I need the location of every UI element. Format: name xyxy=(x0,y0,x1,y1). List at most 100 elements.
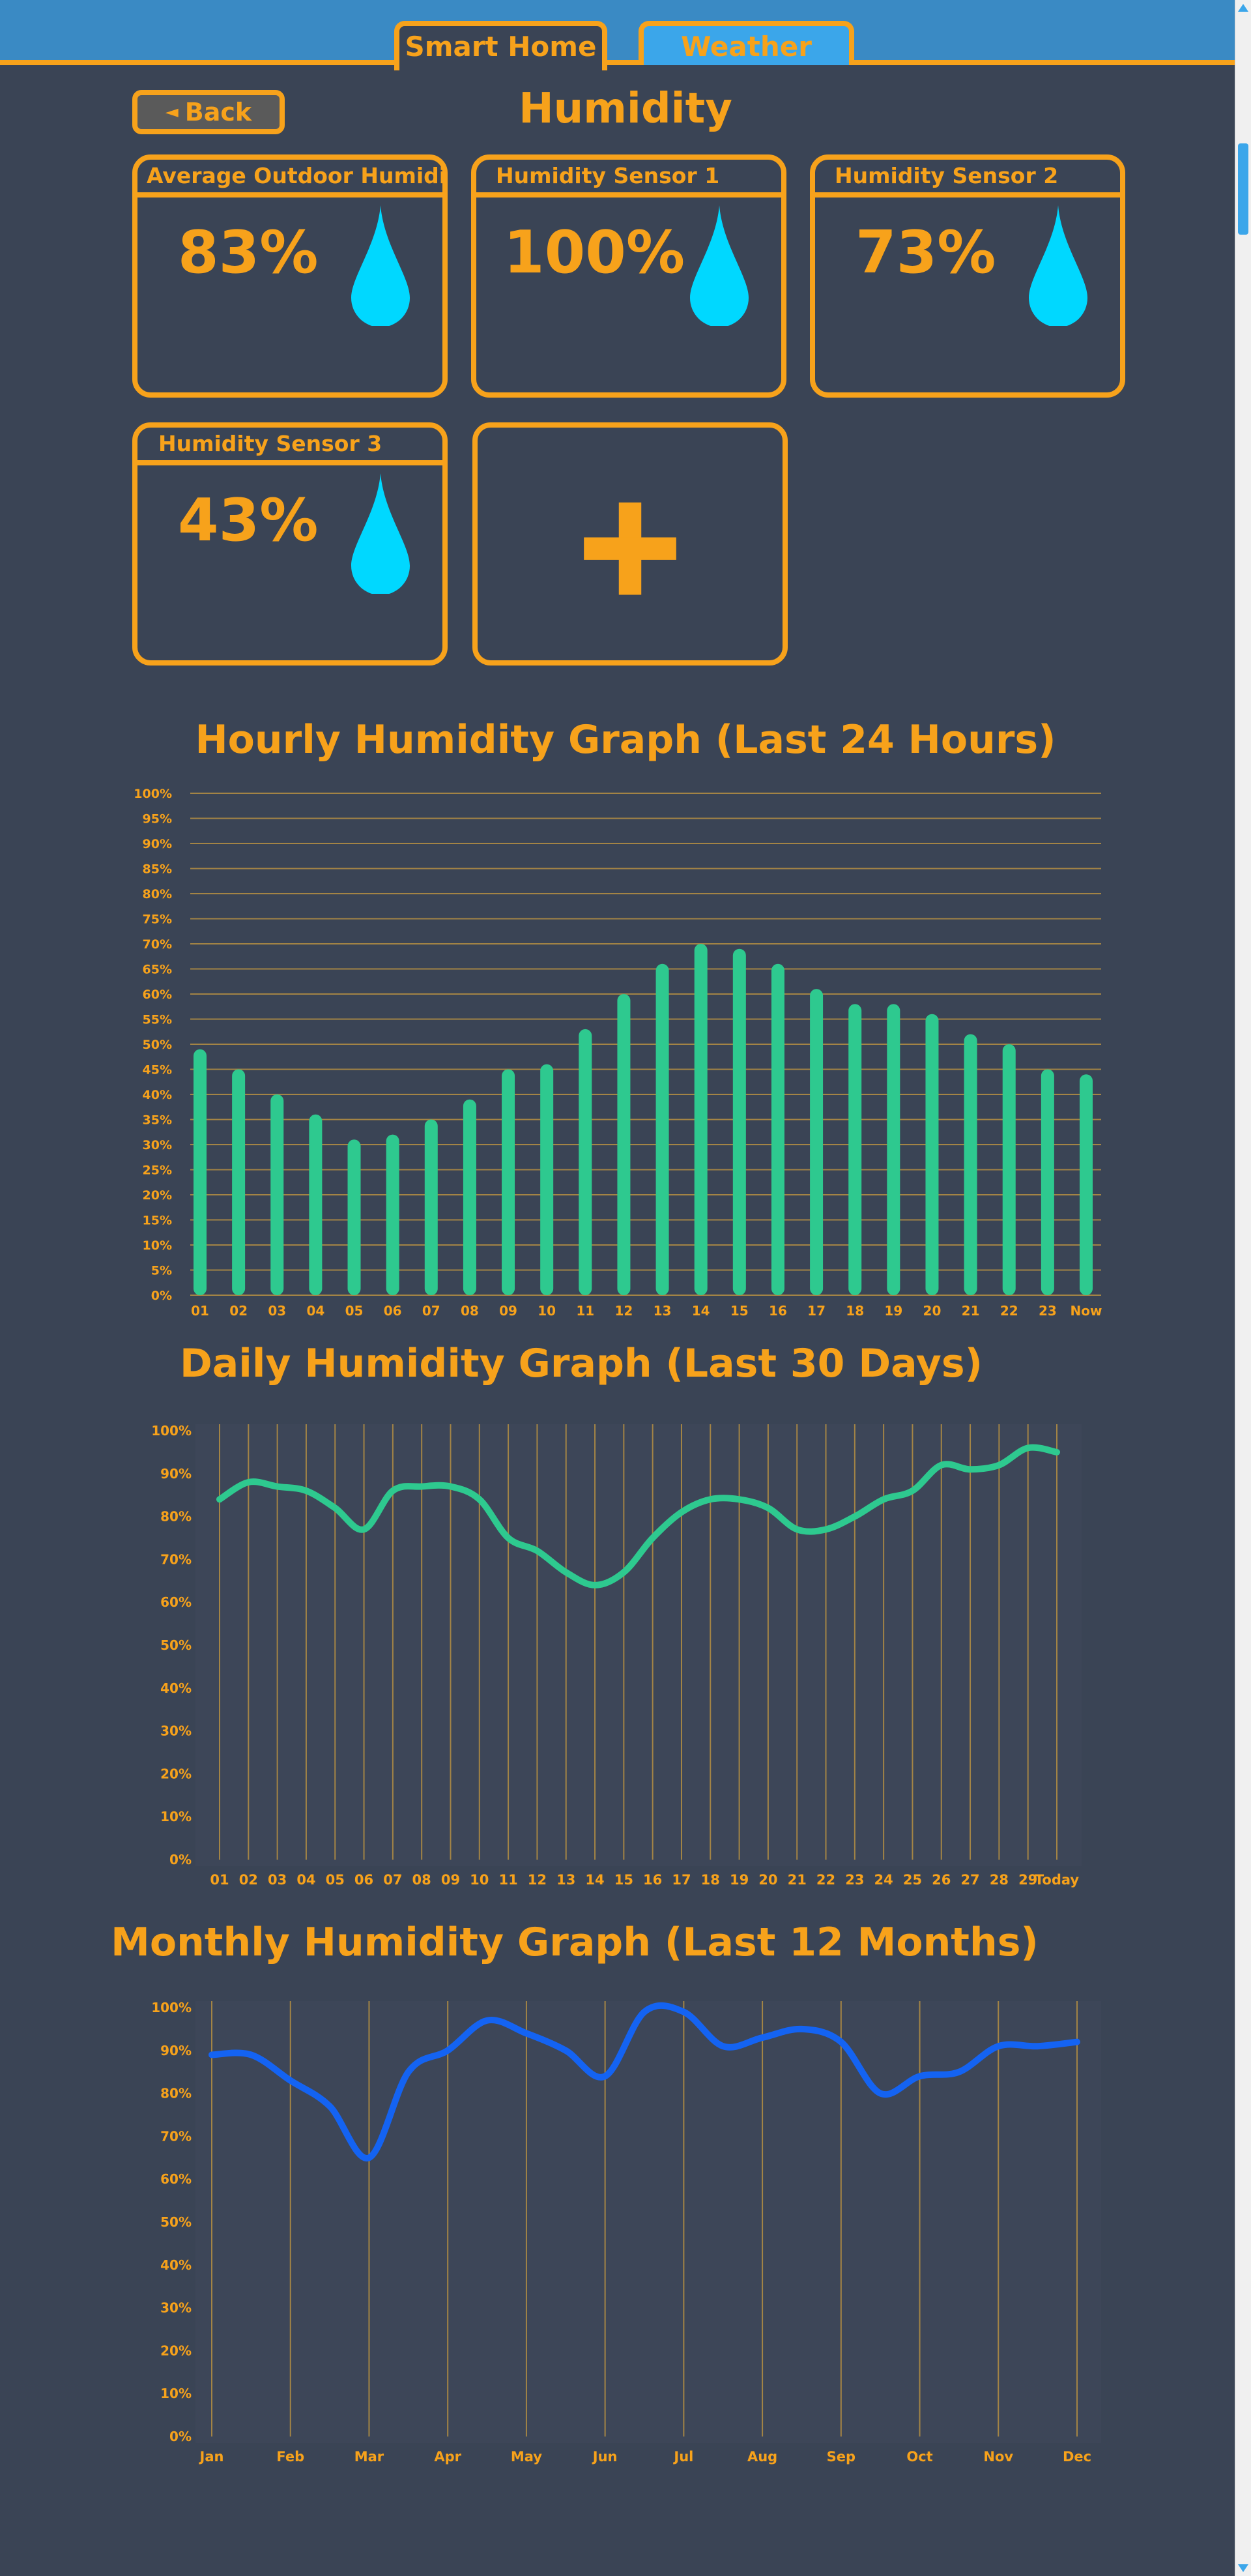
hourly-x-tick-label: 23 xyxy=(1039,1303,1057,1319)
daily-x-tick-label: 16 xyxy=(643,1872,662,1888)
hourly-y-tick-label: 5% xyxy=(151,1264,172,1278)
daily-x-tick-label: 20 xyxy=(758,1872,777,1888)
hourly-y-tick-label: 45% xyxy=(143,1063,172,1077)
daily-y-tick-label: 30% xyxy=(160,1723,192,1739)
daily-x-tick-label: 17 xyxy=(672,1872,691,1888)
monthly-x-tick-label: Nov xyxy=(983,2449,1013,2465)
daily-y-tick-label: 50% xyxy=(160,1637,192,1653)
hourly-bar xyxy=(694,944,708,1295)
hourly-bar xyxy=(270,1094,284,1295)
back-button[interactable]: ◄ Back xyxy=(132,90,285,134)
daily-y-tick-label: 20% xyxy=(160,1766,192,1781)
water-drop-icon xyxy=(351,473,410,594)
hourly-x-tick-label: 19 xyxy=(884,1303,902,1319)
hourly-y-tick-label: 35% xyxy=(143,1113,172,1128)
card-humidity-sensor-3[interactable]: Humidity Sensor 3 43% xyxy=(132,422,448,666)
scrollbar-thumb[interactable] xyxy=(1238,143,1248,235)
monthly-y-tick-label: 50% xyxy=(160,2214,192,2230)
hourly-bar xyxy=(386,1134,399,1295)
daily-x-tick-label: 01 xyxy=(210,1872,229,1888)
hourly-y-tick-label: 10% xyxy=(143,1238,172,1253)
scroll-down-arrow-icon[interactable] xyxy=(1238,2564,1248,2572)
daily-y-tick-label: 80% xyxy=(160,1509,192,1525)
tab-weather[interactable]: Weather xyxy=(639,21,854,65)
hourly-bar xyxy=(810,989,824,1295)
daily-y-tick-label: 40% xyxy=(160,1680,192,1696)
page-title: Humidity xyxy=(519,85,732,133)
card-value: 83% xyxy=(178,218,319,287)
hourly-bar xyxy=(194,1049,207,1295)
daily-x-tick-label: 10 xyxy=(470,1872,489,1888)
card-value: 100% xyxy=(504,218,685,287)
daily-x-tick-label: 21 xyxy=(788,1872,807,1888)
hourly-bar xyxy=(424,1119,438,1295)
monthly-y-tick-label: 20% xyxy=(160,2343,192,2358)
daily-x-tick-label: 28 xyxy=(990,1872,1009,1888)
hourly-bar xyxy=(463,1099,476,1295)
hourly-x-tick-label: 08 xyxy=(461,1303,479,1319)
hourly-bar xyxy=(502,1069,515,1295)
tab-smart-home[interactable]: Smart Home xyxy=(394,21,607,70)
monthly-y-tick-label: 0% xyxy=(169,2429,192,2444)
hourly-bar xyxy=(540,1064,554,1295)
hourly-x-tick-label: 10 xyxy=(538,1303,556,1319)
hourly-bar xyxy=(848,1004,862,1295)
hourly-bar xyxy=(617,994,631,1295)
card-humidity-sensor-1[interactable]: Humidity Sensor 1 100% xyxy=(471,154,786,398)
hourly-bar xyxy=(309,1114,323,1295)
plus-icon xyxy=(584,502,676,595)
water-drop-icon xyxy=(1029,205,1087,326)
hourly-bar xyxy=(732,948,746,1295)
daily-x-tick-label: 24 xyxy=(874,1872,893,1888)
daily-series-line xyxy=(216,1444,1060,1588)
hourly-x-tick-label: 22 xyxy=(1000,1303,1018,1319)
daily-y-tick-label: 60% xyxy=(160,1594,192,1610)
hourly-bar xyxy=(1002,1044,1016,1295)
hourly-x-tick-label: 16 xyxy=(769,1303,787,1319)
card-title: Humidity Sensor 3 xyxy=(137,428,442,465)
daily-x-tick-label: 06 xyxy=(354,1872,373,1888)
monthly-x-tick-label: Oct xyxy=(906,2449,932,2465)
hourly-bar xyxy=(1041,1069,1054,1295)
card-average-outdoor-humidity[interactable]: Average Outdoor Humidity 83% xyxy=(132,154,448,398)
monthly-x-tick-label: Dec xyxy=(1063,2449,1091,2465)
daily-plot-area xyxy=(195,1424,1082,1866)
daily-x-tick-label: 03 xyxy=(268,1872,287,1888)
daily-chart-title: Daily Humidity Graph (Last 30 Days) xyxy=(179,1341,983,1386)
water-drop-icon xyxy=(690,205,749,326)
hourly-bar xyxy=(964,1034,977,1295)
monthly-y-tick-label: 90% xyxy=(160,2043,192,2058)
hourly-y-tick-label: 80% xyxy=(143,887,172,901)
hourly-x-tick-label: 14 xyxy=(692,1303,710,1319)
monthly-x-tick-label: Apr xyxy=(434,2449,461,2465)
hourly-x-tick-label: 06 xyxy=(384,1303,402,1319)
hourly-x-tick-label: 02 xyxy=(229,1303,248,1319)
daily-x-tick-label: 29 xyxy=(1018,1872,1037,1888)
daily-y-tick-label: 70% xyxy=(160,1551,192,1567)
daily-x-tick-label: 18 xyxy=(701,1872,720,1888)
hourly-x-tick-label: Now xyxy=(1071,1303,1102,1319)
daily-x-tick-label: Today xyxy=(1035,1872,1080,1888)
hourly-x-tick-label: 01 xyxy=(191,1303,209,1319)
hourly-x-tick-label: 03 xyxy=(268,1303,286,1319)
monthly-x-tick-label: Aug xyxy=(747,2449,777,2465)
hourly-x-tick-label: 11 xyxy=(576,1303,594,1319)
hourly-x-tick-label: 05 xyxy=(345,1303,364,1319)
hourly-x-tick-label: 21 xyxy=(962,1303,980,1319)
monthly-x-tick-label: Sep xyxy=(827,2449,856,2465)
scroll-up-arrow-icon[interactable] xyxy=(1238,4,1248,12)
hourly-y-tick-label: 70% xyxy=(143,937,172,952)
daily-x-tick-label: 09 xyxy=(441,1872,460,1888)
daily-x-tick-label: 15 xyxy=(614,1872,633,1888)
card-humidity-sensor-2[interactable]: Humidity Sensor 2 73% xyxy=(810,154,1125,398)
hourly-y-tick-label: 50% xyxy=(143,1038,172,1052)
daily-x-tick-label: 02 xyxy=(239,1872,258,1888)
hourly-y-tick-label: 60% xyxy=(143,988,172,1002)
vertical-scrollbar[interactable] xyxy=(1235,0,1251,2576)
add-sensor-card[interactable] xyxy=(472,422,788,666)
hourly-y-tick-label: 25% xyxy=(143,1164,172,1178)
hourly-y-tick-label: 15% xyxy=(143,1214,172,1228)
daily-x-tick-label: 08 xyxy=(412,1872,431,1888)
daily-x-tick-label: 23 xyxy=(845,1872,864,1888)
hourly-y-tick-label: 20% xyxy=(143,1188,172,1203)
